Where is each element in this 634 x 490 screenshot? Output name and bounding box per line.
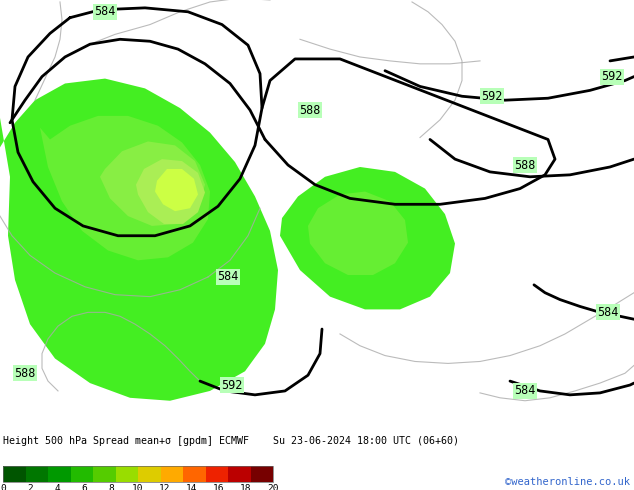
Text: 6: 6 [81, 484, 87, 490]
Text: 12: 12 [159, 484, 171, 490]
Text: 0: 0 [0, 484, 6, 490]
Text: 588: 588 [15, 367, 36, 380]
Polygon shape [100, 142, 205, 226]
Bar [138, 466, 160, 482]
Bar [115, 466, 138, 482]
Text: 10: 10 [133, 484, 144, 490]
Text: 592: 592 [481, 90, 503, 103]
Text: 2: 2 [27, 484, 33, 490]
Bar [160, 466, 183, 482]
Text: 584: 584 [514, 385, 536, 397]
Text: 588: 588 [514, 158, 536, 172]
Text: 20: 20 [268, 484, 279, 490]
Polygon shape [136, 159, 205, 224]
Bar [183, 466, 205, 482]
Text: ©weatheronline.co.uk: ©weatheronline.co.uk [505, 477, 630, 487]
Text: 592: 592 [221, 379, 243, 392]
Text: 584: 584 [597, 306, 619, 319]
Bar [205, 466, 228, 482]
Bar [3, 466, 25, 482]
Polygon shape [0, 78, 278, 401]
Bar [250, 466, 273, 482]
Text: 588: 588 [299, 103, 321, 117]
Bar [70, 466, 93, 482]
Text: Height 500 hPa Spread mean+σ [gpdm] ECMWF    Su 23-06-2024 18:00 UTC (06+60): Height 500 hPa Spread mean+σ [gpdm] ECMW… [3, 436, 459, 446]
Text: 4: 4 [54, 484, 60, 490]
Text: 584: 584 [217, 270, 238, 284]
Bar [25, 466, 48, 482]
Polygon shape [40, 116, 210, 260]
Bar [48, 466, 70, 482]
Text: 18: 18 [240, 484, 252, 490]
Polygon shape [308, 192, 408, 275]
Text: 8: 8 [108, 484, 114, 490]
Polygon shape [155, 169, 198, 211]
Text: 16: 16 [213, 484, 224, 490]
Bar [228, 466, 250, 482]
Text: 584: 584 [94, 5, 115, 18]
Polygon shape [280, 167, 455, 309]
Bar [93, 466, 115, 482]
Bar [3, 466, 273, 482]
Text: 592: 592 [601, 70, 623, 83]
Text: 14: 14 [186, 484, 198, 490]
